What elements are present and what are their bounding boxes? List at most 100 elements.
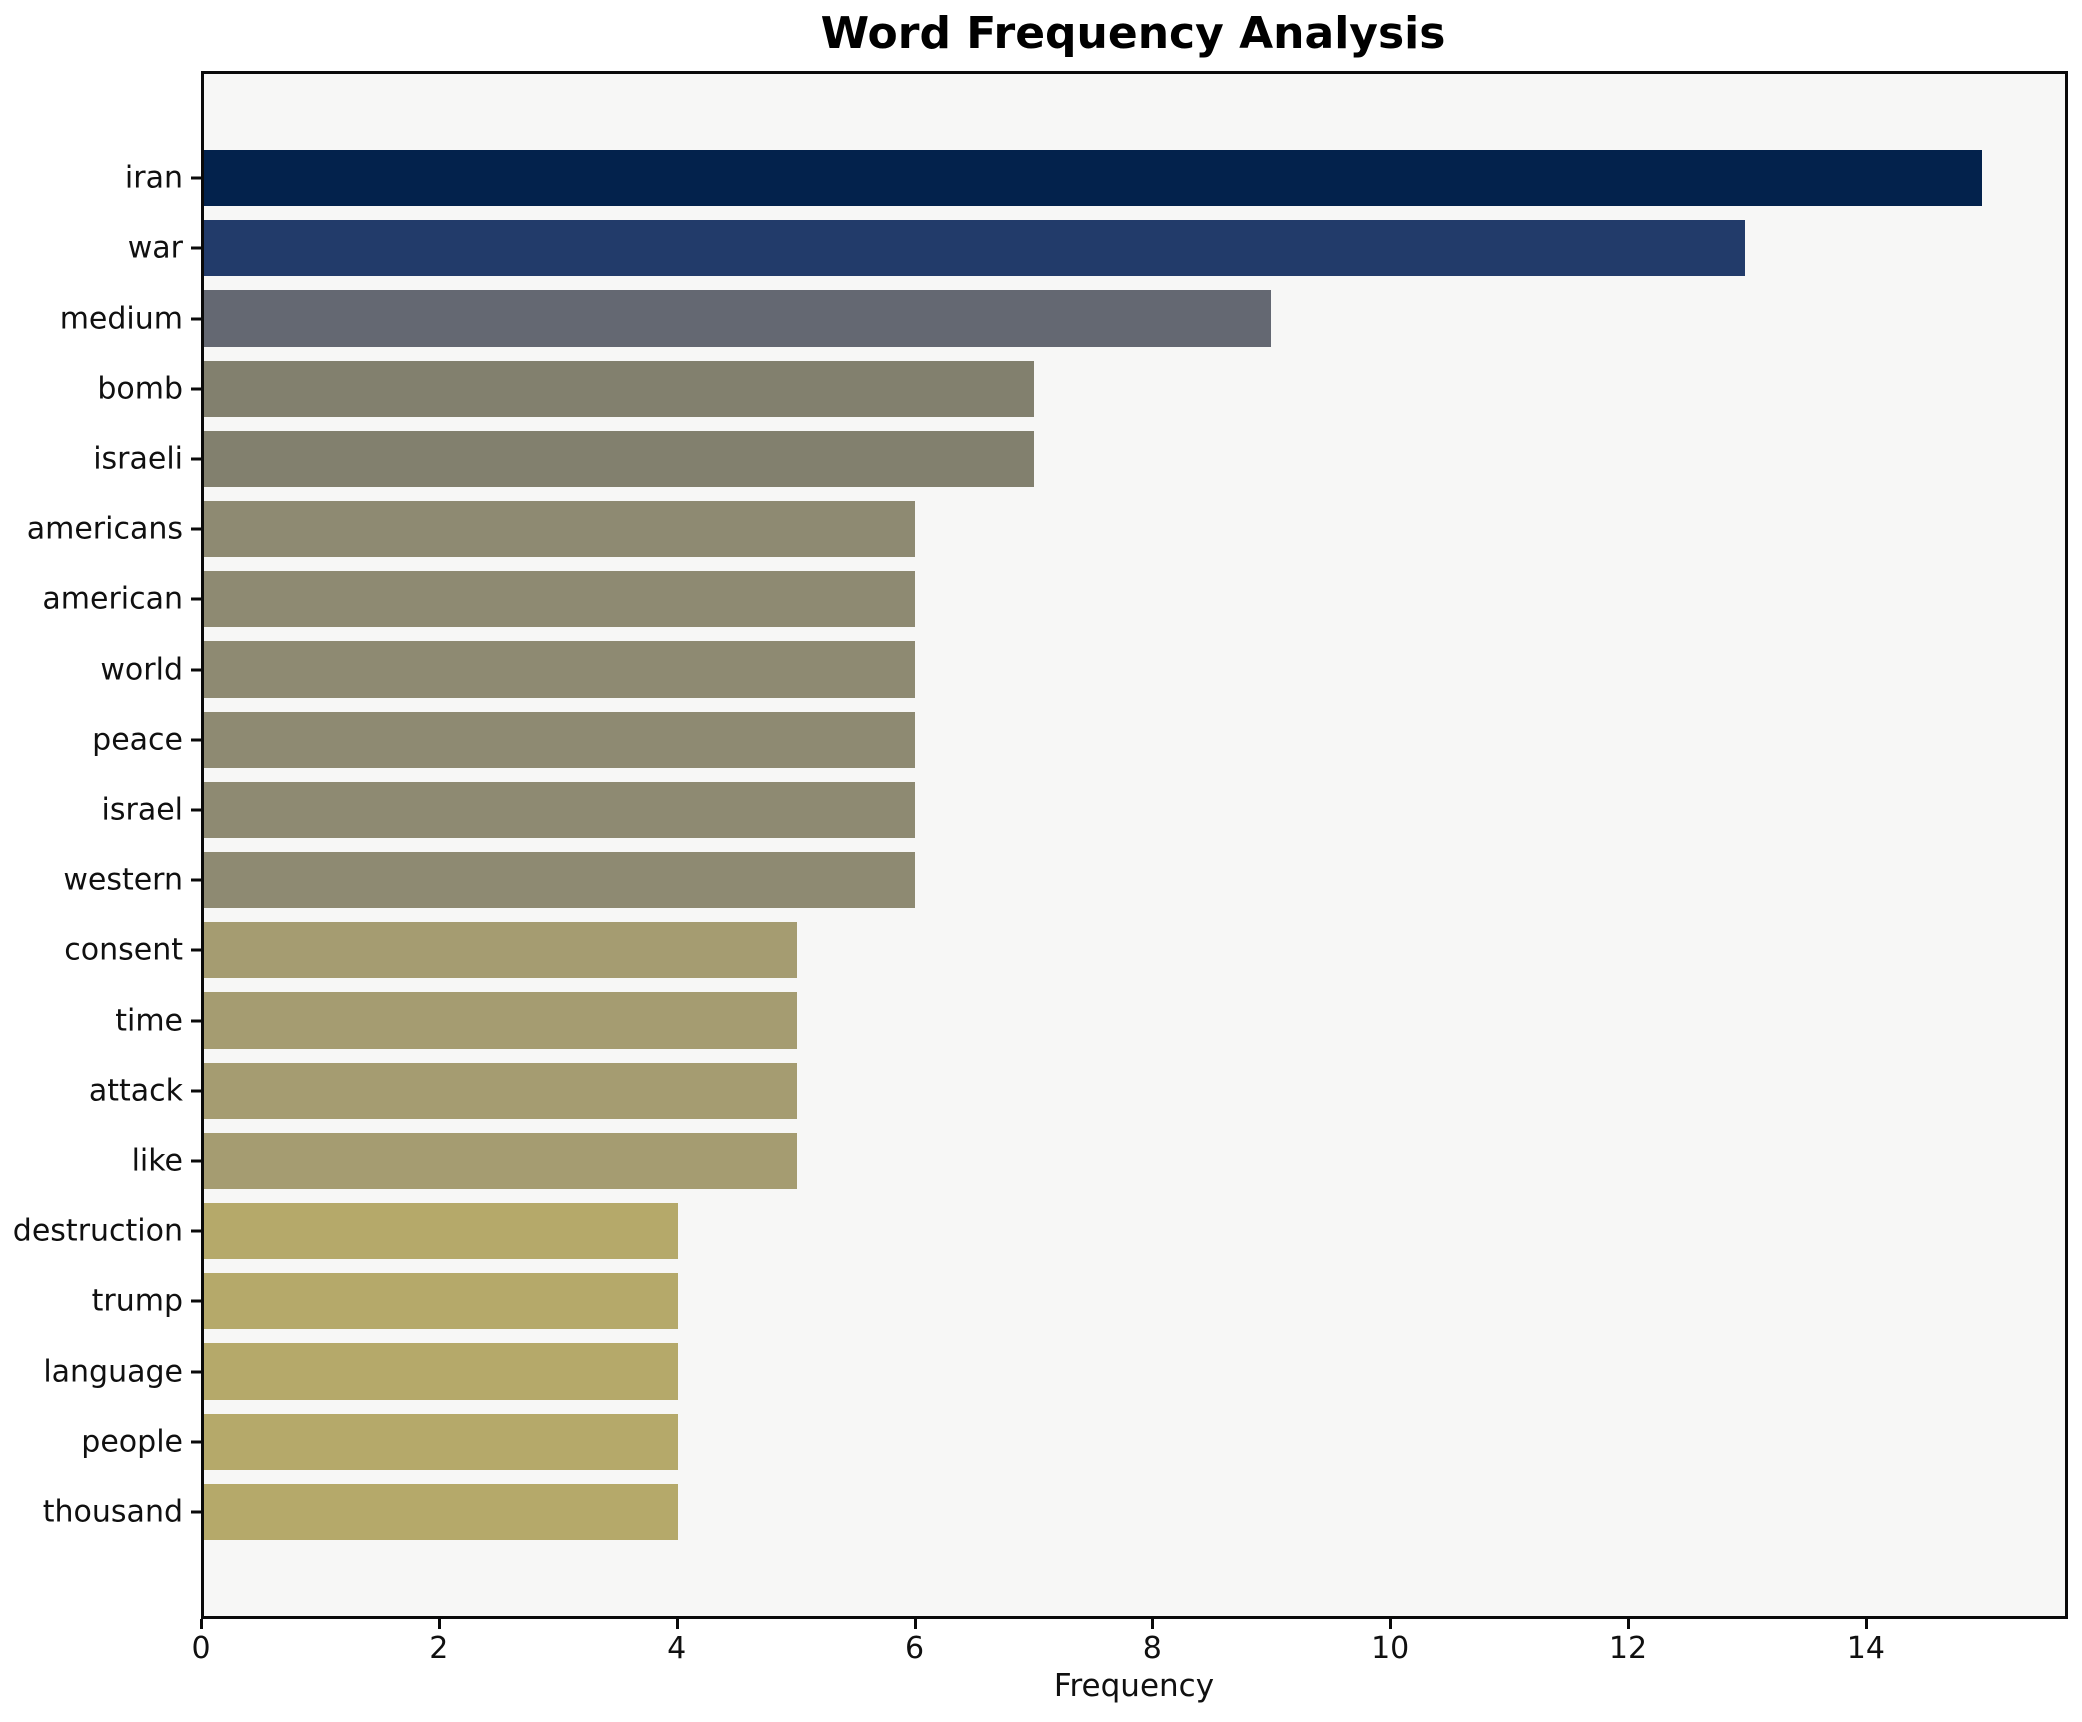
x-tick-mark — [1151, 1619, 1155, 1629]
y-tick-label: western — [63, 862, 183, 898]
y-tick-mark — [191, 808, 201, 812]
y-tick-label: thousand — [42, 1494, 183, 1530]
y-tick-label: attack — [88, 1073, 183, 1109]
y-tick-mark — [191, 387, 201, 391]
y-tick-label: people — [81, 1424, 183, 1460]
bar-bomb — [204, 360, 1034, 417]
y-tick-label: like — [131, 1143, 183, 1179]
bar-american — [204, 571, 916, 628]
y-tick-mark — [191, 1299, 201, 1303]
y-tick-mark — [191, 457, 201, 461]
x-tick-mark — [1864, 1619, 1868, 1629]
y-tick-label: israeli — [93, 441, 183, 477]
y-tick-label: language — [43, 1354, 183, 1390]
y-tick-label: war — [127, 230, 183, 266]
bar-medium — [204, 290, 1271, 347]
x-tick-label: 0 — [191, 1631, 211, 1666]
x-tick-label: 12 — [1608, 1631, 1648, 1666]
bar-destruction — [204, 1203, 679, 1260]
bar-row: israel — [102, 775, 2065, 845]
y-tick-mark — [191, 878, 201, 882]
bar-row: bomb — [97, 354, 2065, 424]
y-tick-mark — [191, 176, 201, 180]
bar-attack — [204, 1062, 797, 1119]
y-tick-mark — [191, 597, 201, 601]
bar-row: people — [81, 1407, 2065, 1477]
plot-area: iran war medium bomb israeli americans america… — [13, 71, 2068, 1619]
bar-row: western — [63, 845, 2065, 915]
x-tick-label: 10 — [1371, 1631, 1410, 1666]
bar-row: world — [100, 634, 2065, 704]
y-tick-label: time — [115, 1003, 183, 1039]
bar-war — [204, 220, 1745, 277]
bar-trump — [204, 1273, 679, 1330]
x-tick-mark — [1627, 1619, 1630, 1629]
x-tick-label: 8 — [1142, 1631, 1162, 1666]
bar-world — [204, 641, 916, 698]
bar-row: iran — [125, 143, 2065, 213]
x-tick-label: 4 — [667, 1631, 687, 1666]
bar-americans — [204, 501, 916, 558]
y-tick-label: iran — [124, 160, 183, 196]
bar-row: thousand — [43, 1477, 2065, 1547]
x-axis-title: Frequency — [1053, 1668, 1215, 1704]
x-tick-label: 2 — [429, 1631, 449, 1666]
y-tick-label: destruction — [12, 1213, 183, 1249]
y-tick-mark — [191, 1089, 201, 1093]
y-tick-mark — [191, 317, 201, 320]
bar-row: consent — [64, 915, 2065, 985]
bar-iran — [204, 150, 1983, 207]
y-tick-label: world — [100, 652, 183, 688]
y-tick-mark — [191, 948, 201, 952]
y-tick-label: trump — [91, 1283, 183, 1319]
bar-row: like — [132, 1126, 2065, 1196]
y-tick-mark — [191, 1159, 201, 1163]
y-tick-label: bomb — [97, 371, 183, 407]
x-tick-label: 6 — [904, 1631, 925, 1666]
bar-row: americans — [27, 494, 2065, 564]
y-tick-mark — [191, 1229, 201, 1233]
y-tick-label: israel — [101, 792, 183, 828]
y-tick-mark — [191, 1440, 201, 1444]
y-tick-label: peace — [92, 722, 183, 758]
bar-row: destruction — [13, 1196, 2065, 1266]
bar-consent — [204, 922, 797, 979]
x-tick-mark — [1389, 1619, 1393, 1629]
bar-row: medium — [60, 283, 2065, 353]
x-tick-mark — [437, 1619, 441, 1629]
bar-row: time — [115, 985, 2065, 1055]
bar-israeli — [204, 430, 1034, 487]
bar-people — [204, 1413, 679, 1470]
y-tick-label: americans — [26, 511, 183, 547]
bar-row: language — [43, 1336, 2065, 1406]
x-tick-mark — [913, 1619, 917, 1629]
bar-time — [204, 992, 797, 1049]
y-tick-label: consent — [64, 932, 183, 968]
y-tick-mark — [191, 527, 201, 531]
bar-row: peace — [92, 705, 2065, 775]
bar-western — [204, 852, 916, 909]
x-tick-mark — [675, 1619, 679, 1629]
y-tick-mark — [191, 738, 201, 742]
bar-row: war — [128, 213, 2065, 283]
bar-peace — [204, 711, 916, 768]
y-tick-mark — [191, 246, 201, 250]
bar-thousand — [204, 1483, 679, 1541]
y-tick-mark — [191, 1510, 201, 1514]
chart-title: Word Frequency Analysis — [820, 8, 1446, 59]
bar-row: attack — [89, 1056, 2065, 1126]
y-tick-mark — [191, 668, 201, 672]
y-tick-label: american — [42, 581, 183, 617]
x-tick-mark — [200, 1619, 203, 1629]
x-tick-label: 14 — [1846, 1631, 1885, 1666]
bars-container: iran war medium bomb israeli americans america… — [13, 143, 2065, 1547]
x-axis: 0 2 4 6 8 10 12 14 — [191, 1619, 2068, 1679]
bar-israel — [204, 781, 916, 838]
y-tick-label: medium — [59, 301, 183, 336]
y-tick-mark — [191, 1370, 201, 1374]
y-tick-mark — [191, 1019, 201, 1023]
bar-like — [204, 1132, 797, 1190]
bar-row: trump — [92, 1266, 2065, 1336]
bar-language — [204, 1343, 679, 1400]
